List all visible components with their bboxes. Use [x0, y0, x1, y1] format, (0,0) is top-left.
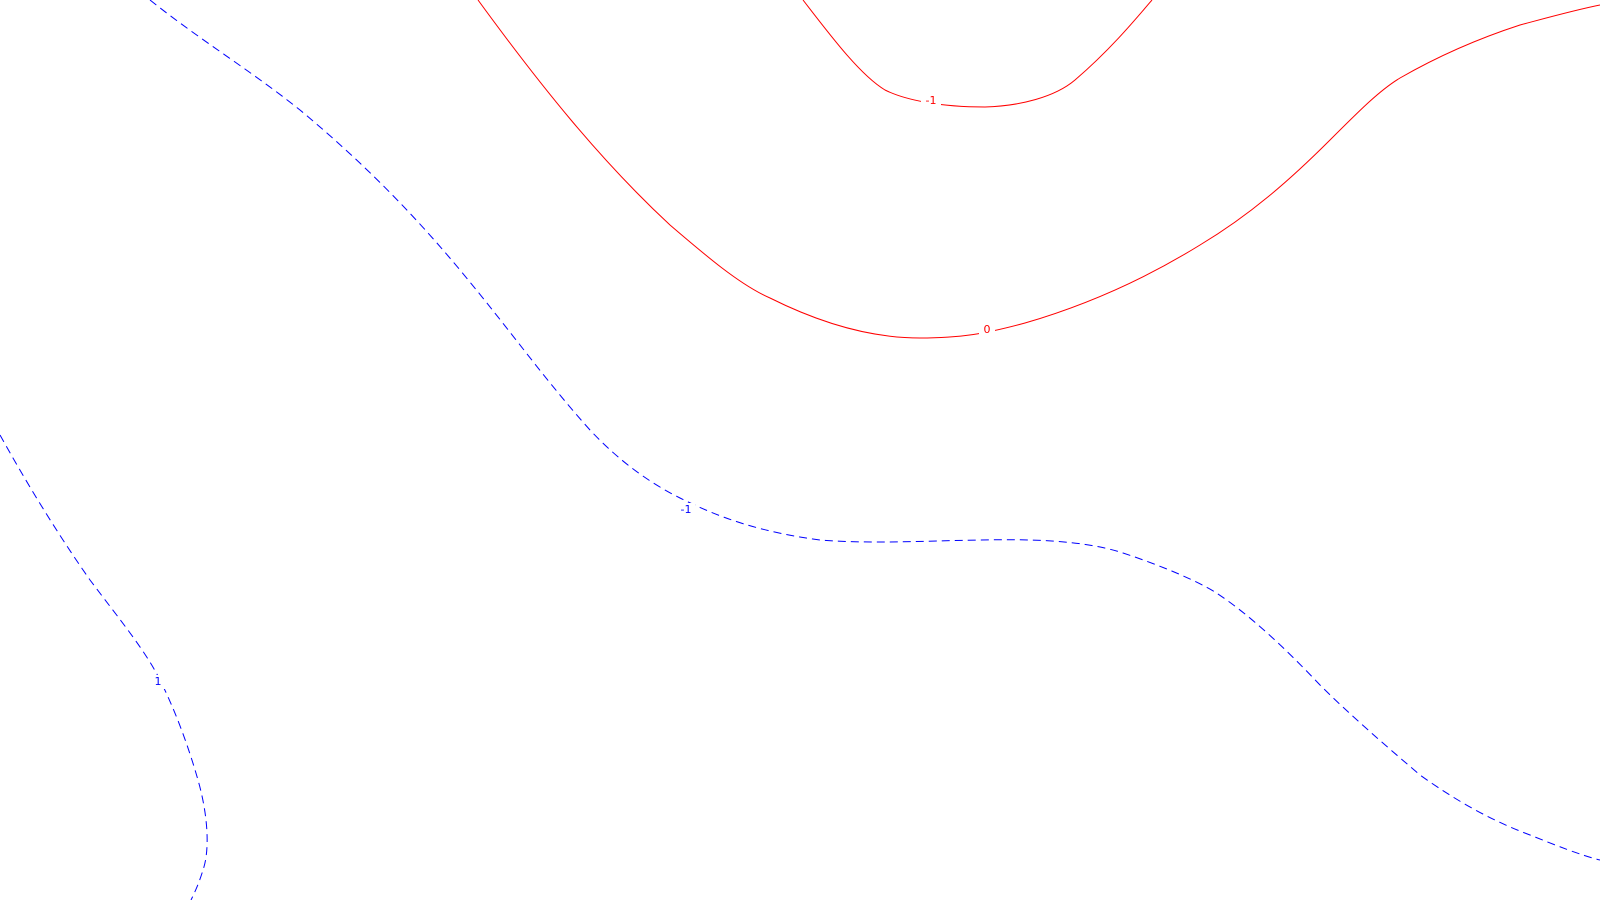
- blue-contour-diagonal: -1: [149, 0, 1600, 861]
- red-contour-upper-line: [802, 0, 1153, 108]
- blue-contour-diagonal-label: -1: [681, 503, 692, 516]
- blue-contour-left-line: [0, 434, 208, 900]
- blue-contour-left-label: 1: [155, 675, 162, 688]
- red-contour-lower-line: [477, 0, 1600, 339]
- blue-contour-left: 1: [0, 434, 208, 900]
- blue-contour-diagonal-line: [149, 0, 1600, 861]
- red-contour-lower-label: 0: [984, 323, 991, 336]
- red-contour-upper: -1: [802, 0, 1153, 108]
- red-contour-lower: 0: [477, 0, 1600, 339]
- red-contour-upper-label: -1: [926, 94, 937, 107]
